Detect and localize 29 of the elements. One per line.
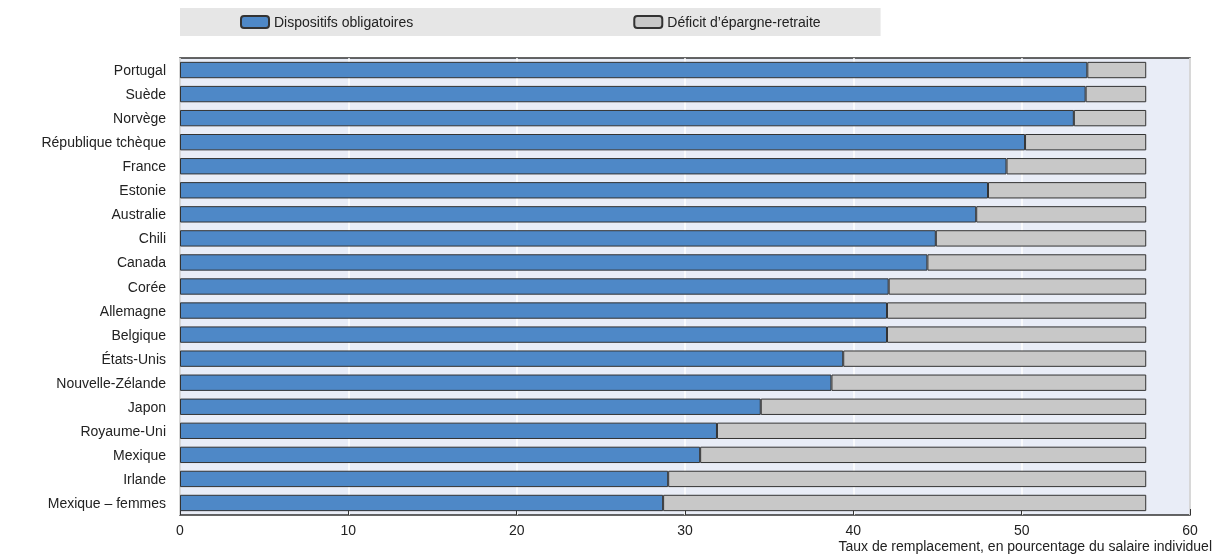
x-tick-label: 40 [845,522,862,538]
x-tick-label: 30 [677,522,693,538]
y-tick-label: Australie [111,206,167,223]
y-tick-label: Japon [127,398,166,415]
y-tick-label: Mexique – femmes [47,494,166,511]
y-tick-label: États-Unis [101,350,166,367]
y-tick-label: Chili [138,230,166,247]
x-tick-label: 50 [1013,522,1030,538]
y-tick-label: Portugal [113,62,166,79]
y-tick-label: République tchèque [41,134,167,151]
y-tick-label: Mexique [113,446,167,463]
y-tick-label: Corée [127,278,167,295]
x-axis-title: Taux de remplacement, en pourcentage du salaire individuel [838,538,1213,554]
y-tick-label: Irlande [123,470,167,487]
legend-label: Déficit d’épargne-retraite [667,14,821,30]
x-tick-label: 20 [508,522,525,538]
y-tick-label: Canada [116,254,167,271]
y-tick-label: Royaume-Uni [80,422,166,439]
x-tick-label: 60 [1182,522,1198,538]
x-tick-label: 0 [176,522,185,538]
y-tick-label: Norvège [113,110,167,127]
y-tick-label: Estonie [119,182,167,199]
y-tick-label: Allemagne [99,302,167,319]
legend-label: Dispositifs obligatoires [274,14,414,30]
y-tick-label: Nouvelle-Zélande [56,374,167,391]
y-tick-label: Belgique [111,326,167,343]
y-tick-label: Suède [125,86,167,103]
x-tick-label: 10 [340,522,357,538]
y-tick-label: France [122,158,167,175]
